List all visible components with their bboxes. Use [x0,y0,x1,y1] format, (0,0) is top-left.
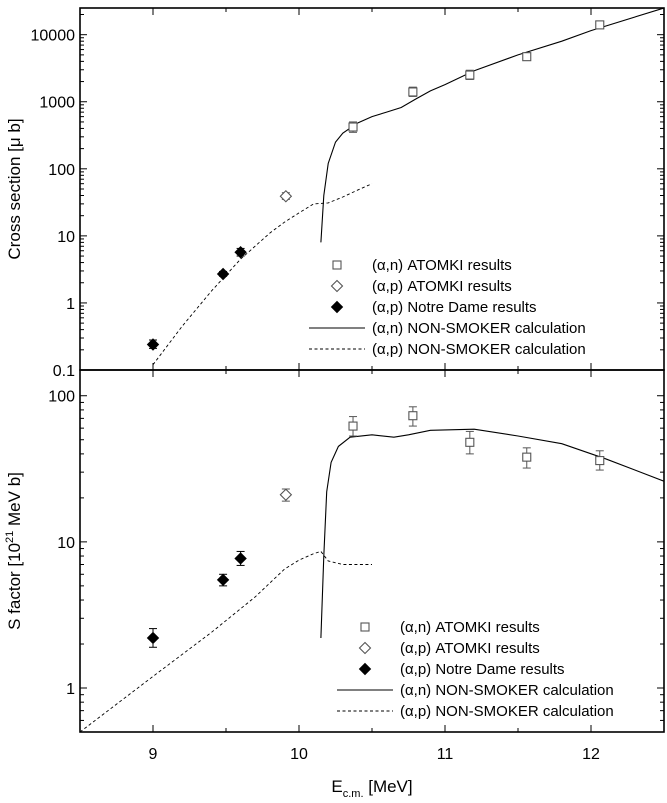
data-point [348,122,358,132]
data-point [408,87,418,97]
y-axis-label-main: S factor [10 [5,543,24,630]
ap_atomki-series [279,488,293,502]
legend-item: (α,n) NON-SMOKER calculation [337,682,614,699]
legend-item: (α,p) ATOMKI results [358,640,540,657]
ap_nonsmoker-line [80,550,372,732]
ap_notre_dame-series [146,550,247,648]
plot-frame [79,369,665,733]
legend-label: (α,p) Notre Dame results [400,661,565,678]
y-tick-label: 10 [57,229,75,246]
y-axis-label: S factor [1021 MeV b] [4,472,24,630]
legend-label: (α,p) NON-SMOKER calculation [372,341,586,358]
x-axis-label: Ec.m. [MeV] [331,777,412,800]
data-point [522,52,532,62]
ap_nonsmoker-line [152,183,373,365]
panel-bottom: 1 10 100 S factor [1021 MeV b] (α,n) ATOMKI … [4,369,665,733]
legend-item: (α,n) ATOMKI results [360,619,540,636]
legend-item: (α,n) NON-SMOKER calculation [309,320,586,337]
y-axis-label-tail: MeV b] [5,472,24,531]
data-point [465,437,475,447]
data-point [358,641,372,655]
data-point [216,573,230,587]
legend-label: (α,p) Notre Dame results [372,299,537,316]
x-axis-label-sub: c.m. [343,788,364,800]
an_nonsmoker-line [320,428,664,639]
an_nonsmoker-line [320,8,664,243]
y-tick-label: 10 [57,535,75,552]
legend-label: (α,p) NON-SMOKER calculation [400,703,614,720]
data-point [146,631,160,645]
y-tick-label: 10000 [31,28,76,45]
data-point [330,300,344,314]
legend: (α,n) ATOMKI results (α,p) ATOMKI results… [337,619,614,720]
legend-item: (α,p) Notre Dame results [330,299,537,316]
legend-item: (α,n) ATOMKI results [332,257,512,274]
x-tick-label: 11 [437,746,454,763]
y-tick-label: 1000 [39,95,75,112]
legend-label: (α,p) ATOMKI results [372,278,512,295]
data-point [279,488,293,502]
x-axis-label-tail: [MeV] [364,777,413,796]
data-point [234,552,247,565]
data-point [360,622,370,632]
data-point [408,411,418,421]
data-point [330,279,344,293]
data-point [595,20,605,30]
data-point [595,456,605,466]
legend-item: (α,p) ATOMKI results [330,278,512,295]
x-tick-label: 10 [290,746,308,763]
y-tick-label: 1 [66,681,75,698]
legend-item: (α,p) NON-SMOKER calculation [309,341,586,358]
legend-item: (α,p) Notre Dame results [358,661,565,678]
legend-item: (α,p) NON-SMOKER calculation [337,703,614,720]
y-tick-label: 0.1 [53,363,75,380]
x-axis-label-main: E [331,777,342,796]
legend-label: (α,n) ATOMKI results [400,619,540,636]
data-point [358,662,372,676]
y-tick-label: 100 [48,389,75,406]
legend-label: (α,n) ATOMKI results [372,257,512,274]
data-point [216,267,230,281]
data-point [146,338,160,351]
panel-top: 0.1 1 10 100 1000 10000 Cross section [μ b] (α,… [5,7,665,380]
legend-label: (α,n) NON-SMOKER calculation [372,320,586,337]
y-tick-label: 100 [48,162,75,179]
y-axis-label: Cross section [μ b] [5,118,24,259]
data-point [234,246,247,259]
data-point [279,189,293,203]
an_atomki-series [348,20,605,133]
ap_notre_dame-series [146,246,247,351]
ap_atomki-series [279,189,293,203]
x-tick-label: 9 [149,746,158,763]
x-axis: 9 10 11 12 Ec.m. [MeV] [149,746,600,800]
data-point [332,260,342,270]
y-axis-label-sup: 21 [4,531,16,543]
data-point [465,70,475,80]
x-tick-label: 12 [582,746,600,763]
legend: (α,n) ATOMKI results (α,p) ATOMKI results… [309,257,586,358]
legend-label: (α,p) ATOMKI results [400,640,540,657]
data-point [522,452,532,462]
legend-label: (α,n) NON-SMOKER calculation [400,682,614,699]
data-point [348,421,358,431]
y-tick-label: 1 [66,296,75,313]
an_atomki-series [348,406,605,471]
